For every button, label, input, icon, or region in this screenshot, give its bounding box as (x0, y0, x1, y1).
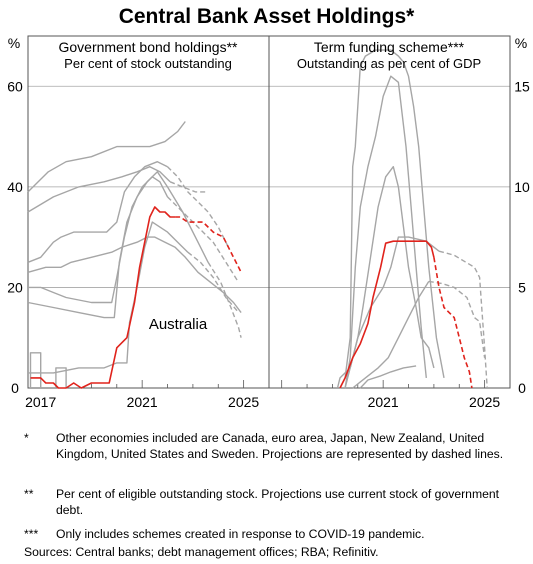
left-panel-title: Government bond holdings** (58, 39, 238, 55)
y-tick-label: 0 (11, 380, 19, 396)
left-y-unit: % (8, 35, 20, 51)
footnote-mark: *** (24, 527, 39, 541)
australia-series-line (30, 206, 176, 389)
right-y-tick-labels: 0 5 10 15 (514, 78, 530, 396)
chart-title: Central Bank Asset Holdings* (119, 5, 415, 28)
x-tick-label: 2025 (469, 394, 500, 410)
comparison-series-line (438, 250, 488, 389)
comparison-series-line (167, 196, 240, 283)
comparison-series-line (428, 280, 486, 358)
comparison-series-line (29, 352, 42, 388)
footnote-mark: * (24, 431, 29, 445)
y-tick-label: 20 (7, 279, 23, 295)
footnote-text: Only includes schemes created in respons… (56, 527, 425, 541)
comparison-series-line (352, 281, 430, 389)
comparison-series-line (169, 181, 209, 193)
x-tick-label: 2025 (228, 394, 259, 410)
y-tick-label: 60 (7, 78, 23, 94)
comparison-series-line (187, 251, 240, 314)
australia-annotation: Australia (149, 316, 208, 333)
comparison-series-line (339, 49, 445, 389)
x-tick-label: 2021 (127, 394, 158, 410)
chart-canvas: Central Bank Asset Holdings* Government … (7, 5, 530, 410)
y-tick-label: 15 (514, 78, 530, 94)
right-panel-series (336, 49, 488, 389)
comparison-series-line (344, 236, 440, 389)
y-tick-label: 5 (518, 279, 526, 295)
left-y-tick-labels: 0 20 40 60 (7, 78, 23, 396)
comparison-series-line (344, 75, 427, 389)
comparison-series-line (27, 161, 168, 263)
y-tick-label: 0 (518, 380, 526, 396)
comparison-series-line (27, 121, 186, 193)
footnote-mark: ** (24, 487, 34, 501)
comparison-series-line (27, 166, 171, 213)
australia-series-line (339, 240, 435, 389)
right-y-unit: % (515, 35, 527, 51)
comparison-series-line (359, 365, 417, 389)
x-tick-label: 2021 (368, 394, 399, 410)
y-tick-label: 10 (514, 179, 530, 195)
right-panel-title: Term funding scheme*** (314, 39, 465, 55)
sources-note: Sources: Central banks; debt management … (24, 545, 379, 559)
right-x-tick-labels: 2021 2025 (368, 394, 501, 410)
left-panel-series (27, 121, 242, 389)
left-x-tick-labels: 2017 2021 2025 (25, 394, 259, 410)
australia-series-line (175, 216, 242, 273)
footnote-text: Per cent of eligible outstanding stock. … (56, 487, 500, 517)
comparison-series-line (55, 367, 67, 388)
x-tick-label: 2017 (25, 394, 56, 410)
australia-series-line (433, 257, 473, 389)
x-tick-marks (40, 380, 511, 388)
comparison-series-line (27, 236, 242, 314)
y-tick-label: 40 (7, 179, 23, 195)
comparison-series-line (207, 261, 242, 338)
footnote-text: Other economies included are Canada, eur… (56, 431, 504, 461)
left-panel-subtitle: Per cent of stock outstanding (64, 56, 232, 71)
comparison-series-line (27, 171, 209, 319)
right-panel-subtitle: Outstanding as per cent of GDP (297, 56, 481, 71)
